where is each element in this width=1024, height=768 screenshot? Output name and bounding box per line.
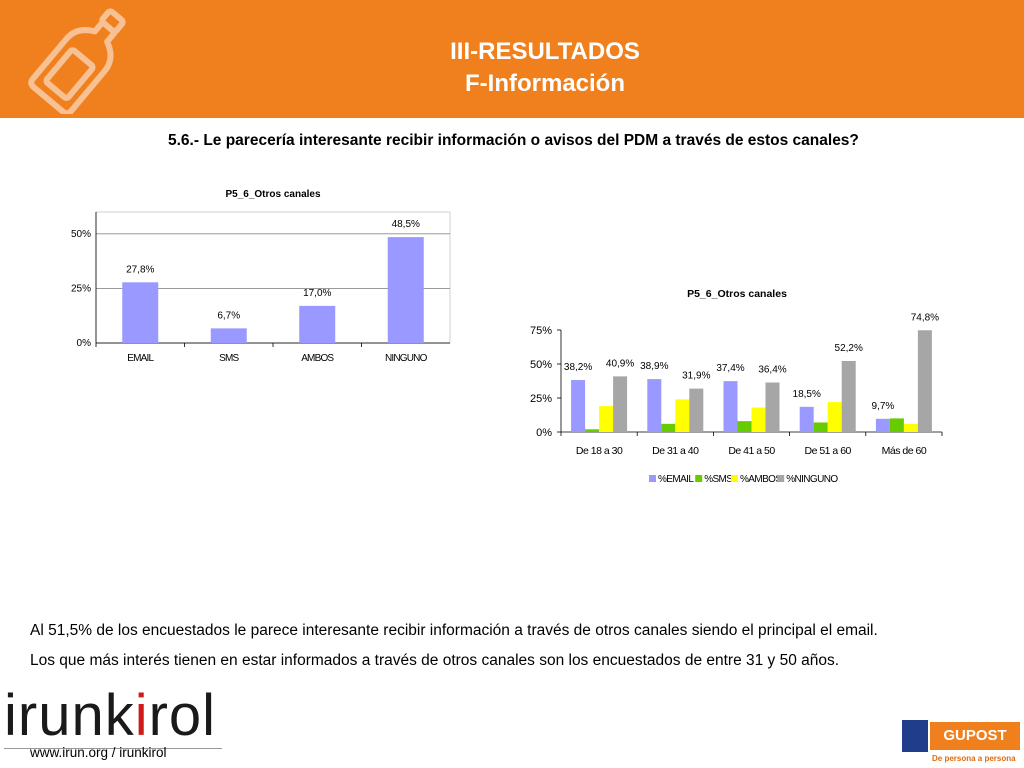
data-label: 74,8% [911, 312, 939, 323]
bar [571, 380, 586, 432]
bottle-icon [28, 8, 126, 114]
bar [599, 406, 614, 432]
legend-swatch [695, 475, 703, 482]
data-label: 40,9% [606, 358, 634, 369]
x-tick-label: De 31 a 40 [652, 445, 699, 457]
y-tick-label: 25% [530, 393, 552, 405]
x-tick-label: De 41 a 50 [728, 445, 775, 457]
x-tick-label: Más de 60 [882, 445, 927, 457]
data-label: 27,8% [126, 264, 154, 275]
gupost-mark-icon [902, 720, 928, 752]
footer-url[interactable]: www.irun.org / irunkirol [30, 745, 167, 760]
bar [903, 423, 918, 432]
x-tick-label: De 18 a 30 [576, 445, 623, 457]
legend-label: %SMS [704, 474, 733, 485]
summary-line-1: Al 51,5% de los encuestados le parece in… [30, 622, 878, 639]
bar [813, 422, 828, 432]
data-label: 52,2% [835, 343, 863, 354]
bar [675, 399, 690, 432]
bar [827, 402, 842, 432]
data-label: 36,4% [758, 364, 786, 375]
bar [299, 305, 336, 343]
x-tick-label: EMAIL [127, 353, 154, 364]
bar [210, 328, 247, 343]
data-label: 9,7% [872, 401, 895, 412]
y-tick-label: 75% [530, 325, 552, 337]
bar [689, 388, 704, 432]
legend-swatch [777, 475, 785, 482]
summary: Al 51,5% de los encuestados le parece in… [30, 616, 878, 676]
data-label: 6,7% [217, 310, 240, 321]
bar [387, 237, 424, 343]
x-tick-label: NINGUNO [385, 353, 428, 364]
data-label: 18,5% [793, 389, 821, 400]
legend-swatch [649, 475, 656, 482]
x-tick-label: De 51 a 60 [805, 445, 852, 457]
data-label: 31,9% [682, 371, 710, 382]
data-label: 37,4% [716, 363, 744, 374]
y-tick-label: 25% [71, 283, 91, 294]
bar [737, 421, 752, 432]
bar [889, 418, 904, 432]
gupost-logo: GUPOST De persona a persona [902, 720, 1020, 764]
chart-channels: P5_6_Otros canales 0% 25% 50% 27,8% EMAIL 6,7%… [71, 189, 451, 364]
data-label: 17,0% [303, 288, 331, 299]
legend-label: %NINGUNO [786, 474, 838, 485]
x-tick-label: SMS [219, 353, 239, 364]
y-tick-label: 0% [536, 427, 552, 439]
bar [799, 406, 814, 432]
bar [661, 423, 676, 432]
y-tick-label: 50% [530, 359, 552, 371]
chart-title: P5_6_Otros canales [687, 288, 787, 300]
summary-line-2: Los que más interés tienen en estar info… [30, 652, 840, 669]
bar [723, 381, 738, 432]
y-tick-label: 0% [77, 338, 92, 349]
bar [613, 376, 628, 432]
chart-by-age: P5_6_Otros canales 0% 25% 50% 75% De 18 a 30 D… [530, 288, 943, 485]
data-label: 38,2% [564, 362, 592, 373]
question-text: 5.6.- Le parecería interesante recibir i… [168, 132, 859, 149]
bar [875, 418, 890, 432]
page-subtitle: F-Información [465, 70, 625, 97]
irunkirol-logo: irunkirol [4, 682, 222, 749]
x-tick-label: AMBOS [301, 353, 334, 364]
bar [917, 330, 932, 432]
header-banner: III-RESULTADOS F-Información [0, 0, 1024, 118]
bar [751, 407, 766, 432]
bar [122, 282, 159, 343]
bar [585, 429, 600, 432]
bar [841, 361, 856, 432]
legend-label: %AMBOS [740, 474, 782, 485]
data-label: 48,5% [392, 219, 420, 230]
bar [765, 382, 780, 432]
page-title: III-RESULTADOS [450, 38, 640, 65]
chart-title: P5_6_Otros canales [225, 189, 320, 200]
y-tick-label: 50% [71, 229, 91, 240]
legend-label: %EMAIL [658, 474, 694, 485]
bar [647, 379, 662, 432]
legend-swatch [731, 475, 738, 482]
data-label: 38,9% [640, 361, 668, 372]
